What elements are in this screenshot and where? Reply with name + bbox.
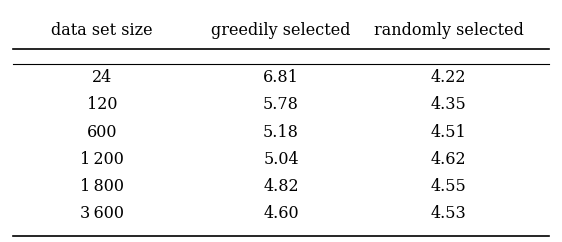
Text: 5.78: 5.78 [263,97,299,113]
Text: 4.62: 4.62 [431,151,466,167]
Text: 4.51: 4.51 [431,123,466,141]
Text: 1 800: 1 800 [80,178,124,195]
Text: 3 600: 3 600 [80,204,124,222]
Text: randomly selected: randomly selected [374,22,524,38]
Text: data set size: data set size [51,22,153,38]
Text: 4.55: 4.55 [431,178,466,195]
Text: 120: 120 [87,97,117,113]
Text: 24: 24 [92,69,112,86]
Text: 1 200: 1 200 [80,151,124,167]
Text: 4.82: 4.82 [263,178,299,195]
Text: greedily selected: greedily selected [211,22,351,38]
Text: 4.22: 4.22 [431,69,466,86]
Text: 4.53: 4.53 [431,204,466,222]
Text: 5.04: 5.04 [263,151,299,167]
Text: 5.18: 5.18 [263,123,299,141]
Text: 4.35: 4.35 [431,97,466,113]
Text: 4.60: 4.60 [263,204,299,222]
Text: 6.81: 6.81 [263,69,299,86]
Text: 600: 600 [87,123,117,141]
